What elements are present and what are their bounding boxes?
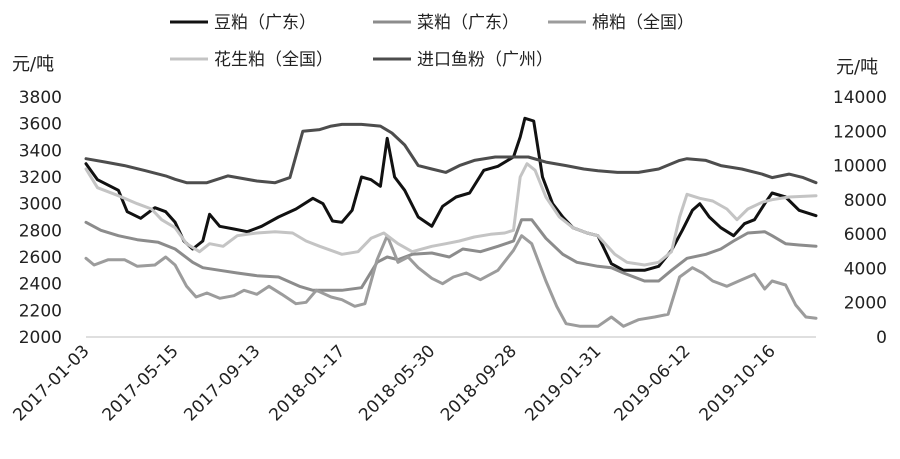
y-left-tick-label: 2400 <box>19 275 62 295</box>
legend-label: 进口鱼粉（广州） <box>417 50 553 70</box>
series-line-5 <box>84 122 818 185</box>
legend-label: 花生粕（全国） <box>214 50 333 70</box>
y-right-tick-label: 4000 <box>844 259 887 279</box>
y-left-tick-label: 3000 <box>19 195 62 215</box>
legend-item: 花生粕（全国） <box>170 50 333 70</box>
x-tick-label: 2017-01-03 <box>10 341 94 425</box>
legend-label: 棉粕（全国） <box>592 13 694 33</box>
y-left-tick-label: 2200 <box>19 301 62 321</box>
y-left-tick-label: 2600 <box>19 248 62 268</box>
x-tick-label: 2019-10-16 <box>696 341 780 425</box>
y-left-tick-label: 3800 <box>19 88 62 108</box>
x-tick-label: 2018-09-28 <box>437 341 521 425</box>
series-line-2 <box>84 218 818 292</box>
y-right-tick-label: 12000 <box>833 122 887 142</box>
legend-item: 棉粕（全国） <box>548 13 694 33</box>
x-tick-label: 2018-05-30 <box>355 341 439 425</box>
x-tick-label: 2019-06-12 <box>611 341 695 425</box>
series-line-4 <box>84 162 818 267</box>
legend-item: 进口鱼粉（广州） <box>373 50 553 70</box>
y-left-tick-label: 2800 <box>19 221 62 241</box>
y-right-tick-label: 6000 <box>844 225 887 245</box>
y-left-tick-label: 3200 <box>19 168 62 188</box>
y-right-axis: 0 2000 4000 6000 8000 10000 12000 14000 <box>833 88 887 348</box>
y-left-axis: 2000 2200 2400 2600 2800 3000 3200 3400 3600 3800 <box>19 88 62 348</box>
x-tick-label: 2017-05-15 <box>99 341 183 425</box>
legend-item: 菜粕（广东） <box>373 13 519 33</box>
y-left-tick-label: 2000 <box>19 328 62 348</box>
y-right-tick-label: 2000 <box>844 294 887 314</box>
legend-item: 豆粕（广东） <box>170 13 316 33</box>
series-line-1 <box>84 116 818 272</box>
legend-label: 豆粕（广东） <box>214 13 316 33</box>
legend: 豆粕（广东） 菜粕（广东） 棉粕（全国） 花生粕（全国） 进口鱼粉（广州） <box>170 13 694 70</box>
y-left-tick-label: 3400 <box>19 141 62 161</box>
series-line-3 <box>84 234 818 328</box>
y-right-tick-label: 14000 <box>833 88 887 108</box>
x-tick-label: 2019-01-31 <box>521 341 605 425</box>
series-group <box>84 116 818 328</box>
y-left-tick-label: 3600 <box>19 115 62 135</box>
y-right-tick-label: 10000 <box>833 157 887 177</box>
x-tick-label: 2017-09-13 <box>180 341 264 425</box>
x-tick-label: 2018-01-17 <box>265 341 349 425</box>
y-right-tick-label: 0 <box>876 328 887 348</box>
y-right-tick-label: 8000 <box>844 191 887 211</box>
y-right-unit: 元/吨 <box>836 57 878 78</box>
y-left-unit: 元/吨 <box>12 54 54 75</box>
legend-label: 菜粕（广东） <box>417 13 519 33</box>
